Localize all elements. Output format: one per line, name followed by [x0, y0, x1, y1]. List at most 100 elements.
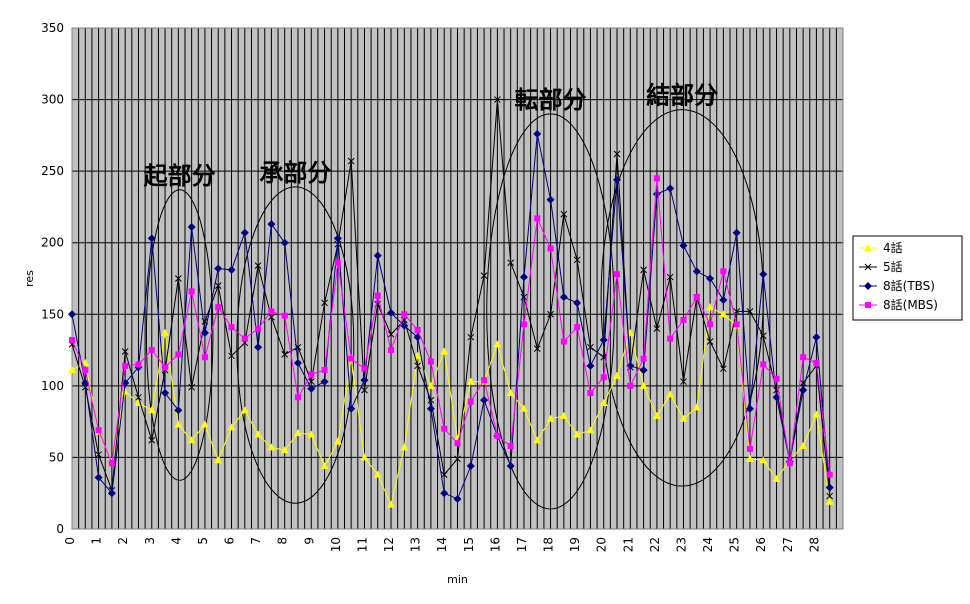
data-point-square	[268, 308, 275, 315]
data-point-diamond	[373, 251, 382, 260]
data-point-diamond	[559, 293, 568, 302]
legend-label: 8話(TBS)	[883, 278, 935, 293]
data-point-x	[680, 378, 687, 385]
data-point-diamond	[666, 184, 675, 193]
data-point-x	[826, 492, 834, 500]
series-line	[71, 133, 831, 500]
data-point-diamond	[293, 358, 302, 367]
data-point-x	[759, 332, 767, 340]
data-point-diamond	[267, 220, 276, 229]
data-point-square	[255, 325, 262, 332]
data-point-square	[800, 354, 807, 361]
y-tick-label: 200	[41, 236, 64, 250]
data-point-square	[534, 215, 541, 222]
data-point-x	[95, 451, 102, 458]
data-point-triangle	[307, 430, 316, 438]
data-point-diamond	[254, 343, 263, 352]
data-point-square	[587, 390, 594, 397]
data-point-diamond	[613, 175, 622, 184]
data-point-triangle	[161, 328, 170, 336]
data-point-diamond	[147, 234, 156, 243]
data-point-x	[706, 338, 714, 345]
x-tick-label: 13	[409, 537, 423, 552]
data-point-square	[162, 364, 169, 371]
data-point-square	[69, 337, 75, 344]
data-point-diamond	[599, 336, 608, 345]
data-point-diamond	[214, 264, 223, 273]
data-point-square	[627, 382, 634, 389]
data-point-triangle	[147, 406, 156, 414]
data-point-triangle	[280, 446, 289, 454]
data-point-square	[361, 365, 368, 372]
data-point-diamond	[466, 462, 475, 471]
data-point-diamond	[692, 267, 701, 276]
legend-label: 8話(MBS)	[883, 297, 938, 312]
data-point-x	[387, 330, 395, 338]
data-point-square	[82, 367, 89, 374]
data-point-x	[307, 378, 315, 385]
data-point-square	[294, 394, 301, 401]
data-point-triangle	[227, 423, 236, 431]
data-point-square	[773, 375, 780, 382]
data-point-triangle	[719, 310, 728, 318]
data-point-square	[507, 442, 514, 449]
y-tick-label: 100	[41, 379, 64, 393]
data-point-square	[201, 354, 208, 361]
data-point-square	[175, 351, 182, 358]
data-point-square	[600, 374, 607, 381]
data-point-diamond	[107, 489, 116, 498]
data-point-diamond	[453, 494, 462, 503]
data-point-triangle	[440, 347, 449, 355]
data-point-diamond	[174, 406, 183, 415]
x-tick-label: 11	[355, 537, 369, 552]
data-point-triangle	[864, 244, 872, 251]
data-point-square	[401, 311, 408, 318]
data-point-triangle	[799, 441, 808, 449]
series-line	[71, 99, 831, 497]
data-point-square	[547, 245, 554, 252]
x-tick-label: 23	[674, 537, 688, 552]
data-point-x	[81, 383, 89, 391]
data-point-x	[400, 316, 408, 324]
x-tick-label: 14	[435, 537, 449, 552]
x-tick-label: 16	[488, 537, 502, 552]
data-point-square	[720, 268, 727, 275]
data-point-x	[587, 343, 594, 351]
data-point-square	[746, 445, 753, 452]
series-4	[69, 175, 833, 478]
annotation-ellipse	[145, 189, 214, 481]
data-point-diamond	[387, 308, 396, 317]
data-point-triangle	[254, 430, 263, 438]
data-point-square	[108, 460, 115, 467]
data-point-square	[308, 371, 315, 378]
data-point-square	[135, 361, 142, 368]
data-point-x	[640, 266, 647, 274]
data-point-triangle	[599, 399, 608, 407]
data-point-diamond	[812, 333, 821, 342]
data-point-square	[813, 359, 820, 366]
legend-item: 8話(TBS)	[859, 278, 935, 293]
data-point-triangle	[772, 474, 781, 482]
data-point-diamond	[519, 273, 528, 282]
data-point-square	[865, 302, 871, 308]
data-point-x	[720, 365, 727, 373]
y-axis-title: res	[23, 270, 36, 287]
data-point-square	[334, 259, 341, 266]
data-point-triangle	[692, 403, 701, 411]
data-point-triangle	[613, 371, 622, 379]
data-point-diamond	[333, 234, 342, 243]
data-point-triangle	[639, 381, 648, 389]
data-point-x	[547, 310, 554, 318]
legend-item: 8話(MBS)	[859, 297, 938, 312]
x-tick-label: 21	[621, 537, 635, 552]
data-point-diamond	[546, 195, 555, 204]
data-point-triangle	[652, 411, 661, 419]
data-point-triangle	[121, 387, 130, 395]
data-point-square	[614, 271, 621, 278]
data-point-x	[174, 275, 182, 282]
data-point-x	[653, 325, 661, 332]
x-tick-label: 6	[223, 537, 237, 545]
data-point-square	[786, 460, 793, 467]
data-point-x	[188, 383, 195, 391]
